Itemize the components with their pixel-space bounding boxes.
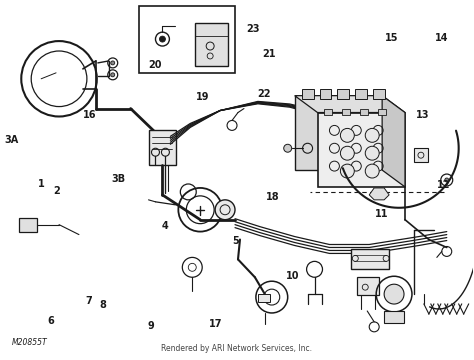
Bar — [384, 311, 404, 323]
Text: 14: 14 — [435, 33, 449, 43]
Bar — [318, 113, 405, 187]
Bar — [373, 89, 385, 99]
Bar — [351, 249, 389, 269]
Text: 7: 7 — [85, 296, 92, 306]
Text: 4: 4 — [162, 221, 169, 231]
Bar — [148, 130, 176, 165]
Circle shape — [215, 200, 235, 220]
Circle shape — [159, 36, 165, 42]
Bar — [342, 109, 350, 114]
Circle shape — [365, 129, 379, 142]
Text: 6: 6 — [47, 316, 54, 326]
Bar — [258, 294, 270, 302]
Circle shape — [340, 146, 354, 160]
Text: 2: 2 — [54, 186, 60, 196]
Text: 11: 11 — [375, 209, 389, 219]
Circle shape — [111, 61, 115, 65]
Bar — [414, 148, 428, 162]
Text: 15: 15 — [385, 33, 398, 43]
Text: 8: 8 — [99, 300, 106, 310]
Circle shape — [340, 164, 354, 178]
Text: 9: 9 — [148, 321, 155, 331]
Text: 12: 12 — [437, 180, 450, 190]
Polygon shape — [195, 23, 228, 66]
Circle shape — [365, 164, 379, 178]
Circle shape — [384, 284, 404, 304]
Text: 22: 22 — [257, 89, 271, 99]
Bar — [295, 96, 382, 170]
Bar — [337, 89, 349, 99]
Polygon shape — [369, 188, 389, 200]
Text: 16: 16 — [83, 110, 97, 120]
Circle shape — [340, 129, 354, 142]
Bar — [378, 109, 386, 114]
Text: 10: 10 — [286, 271, 300, 281]
Text: Rendered by ARI Network Services, Inc.: Rendered by ARI Network Services, Inc. — [162, 344, 312, 353]
Bar — [325, 109, 332, 114]
Bar — [319, 89, 331, 99]
Text: M20855T: M20855T — [11, 338, 47, 347]
Bar — [356, 89, 367, 99]
Circle shape — [111, 73, 115, 77]
Bar — [357, 277, 379, 295]
Bar — [138, 6, 235, 73]
Text: 18: 18 — [265, 192, 279, 202]
Text: 21: 21 — [262, 49, 276, 59]
Polygon shape — [382, 96, 405, 187]
Text: 5: 5 — [233, 237, 239, 247]
Text: 1: 1 — [38, 179, 45, 189]
Bar — [360, 109, 368, 114]
Text: 13: 13 — [416, 110, 430, 120]
Text: 17: 17 — [209, 319, 223, 329]
Circle shape — [445, 178, 449, 182]
Circle shape — [284, 144, 292, 152]
Bar — [301, 89, 313, 99]
Polygon shape — [295, 96, 405, 113]
Text: 23: 23 — [247, 24, 260, 34]
Text: 20: 20 — [148, 60, 161, 70]
Bar — [19, 218, 37, 231]
Text: 19: 19 — [196, 92, 210, 102]
Text: 3B: 3B — [111, 174, 125, 184]
Text: 3A: 3A — [5, 135, 19, 145]
Circle shape — [365, 146, 379, 160]
